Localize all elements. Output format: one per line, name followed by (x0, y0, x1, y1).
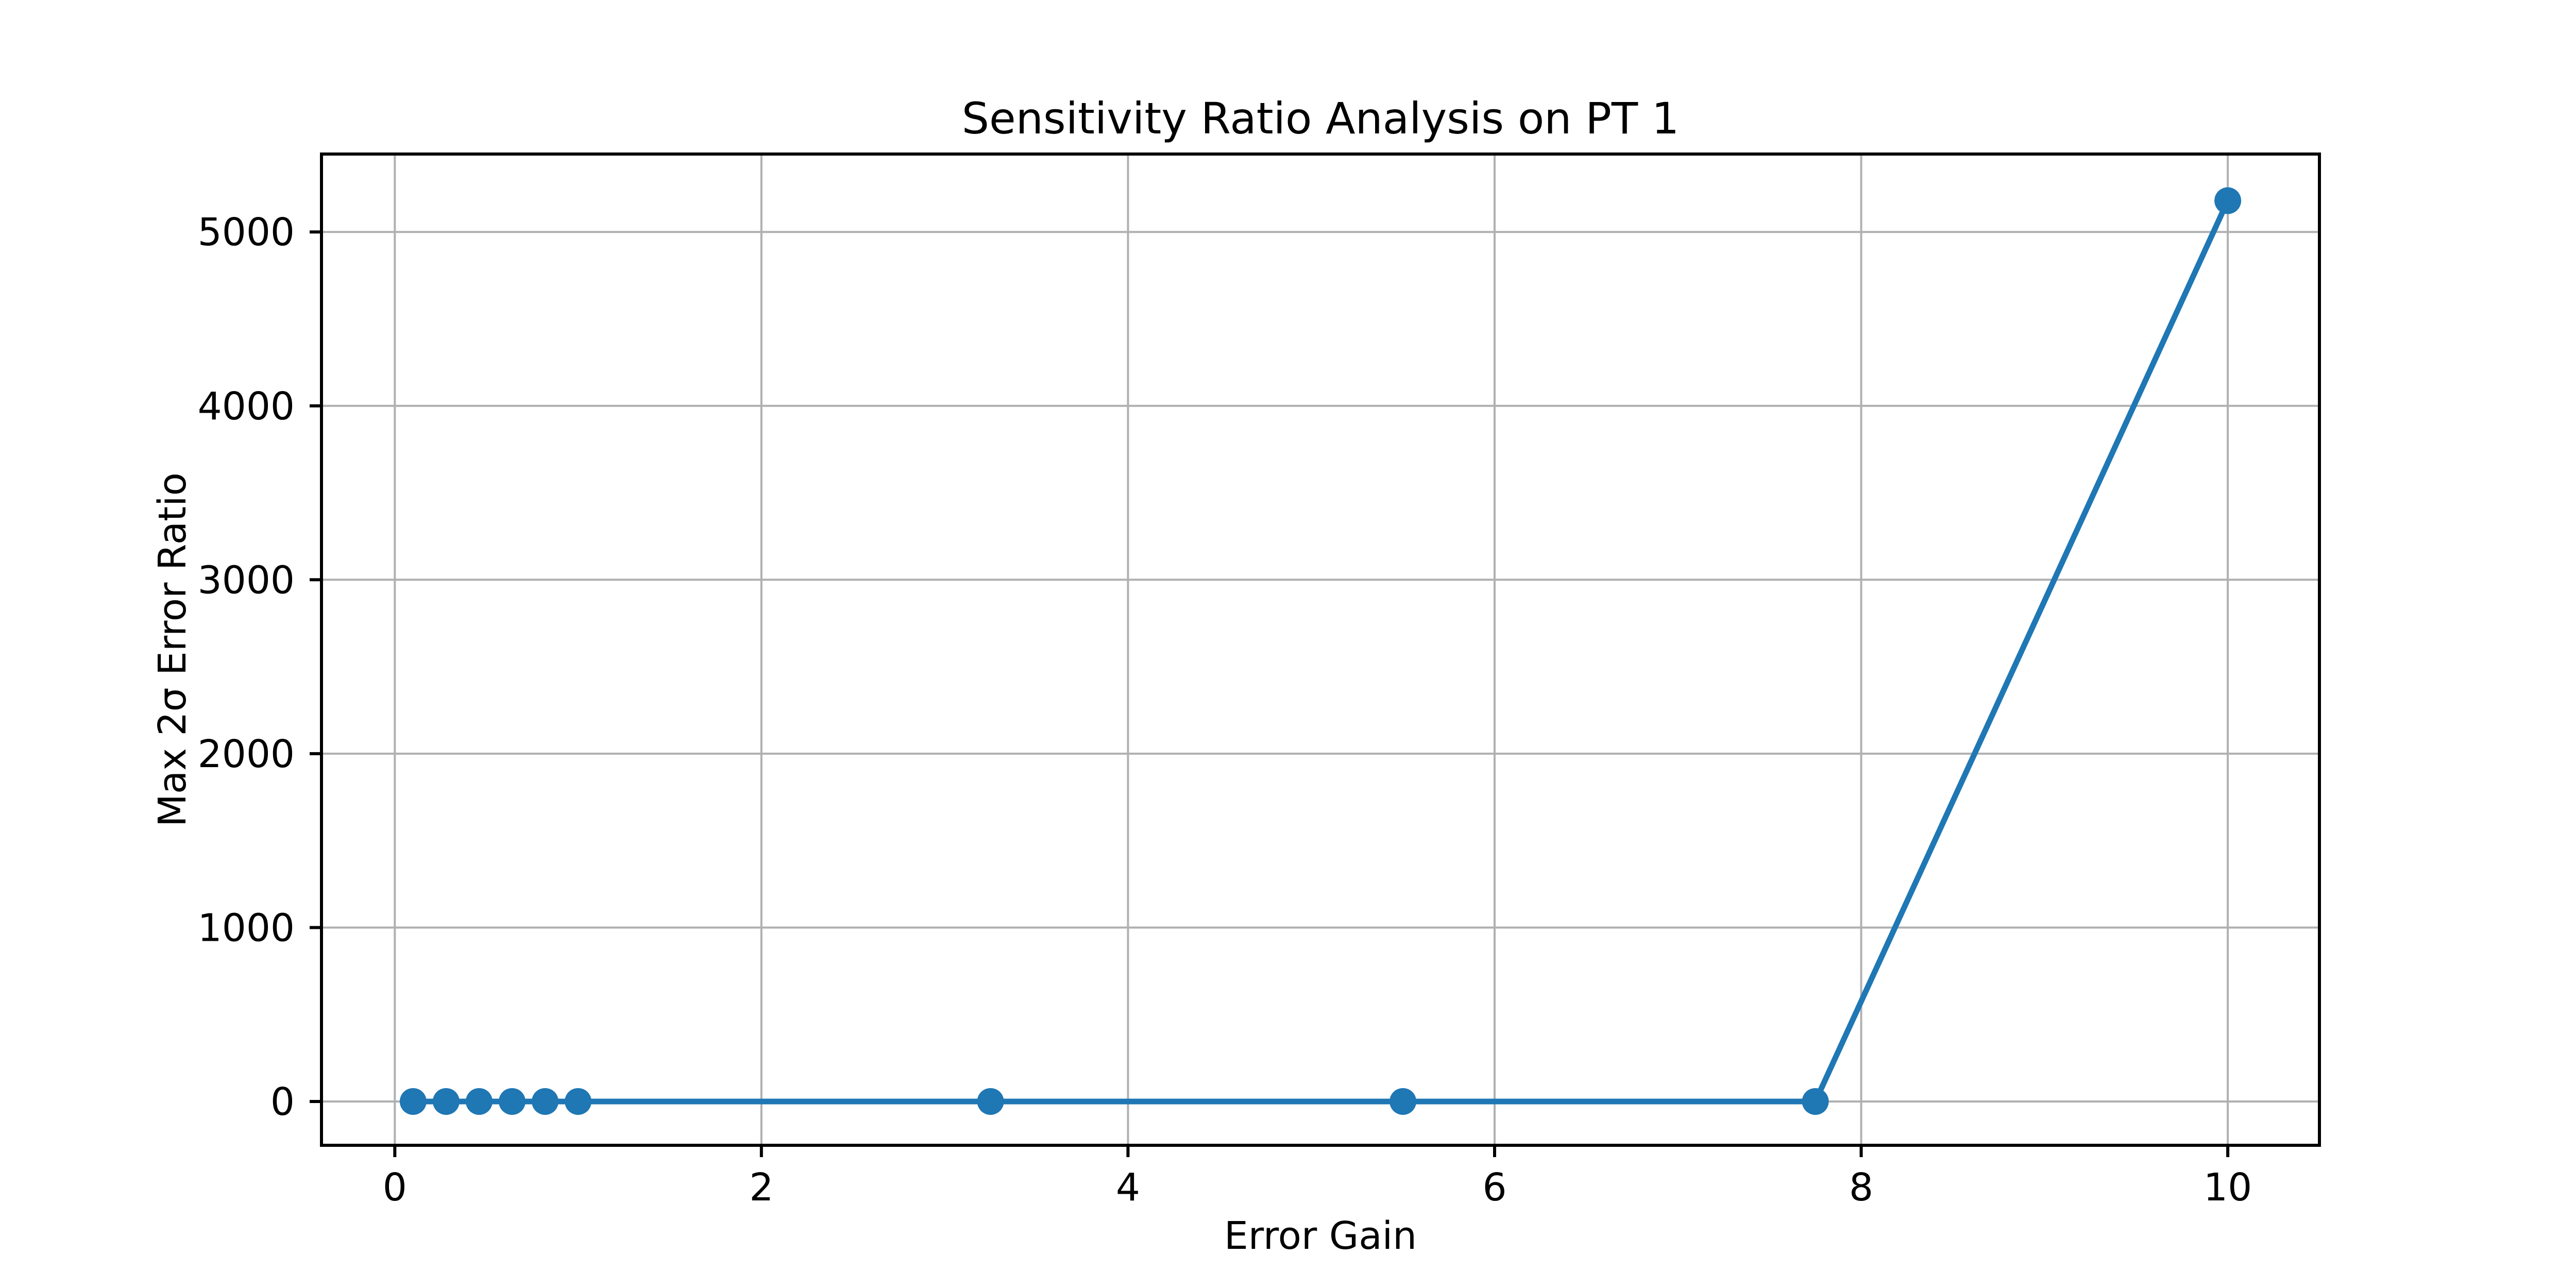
y-tick-label: 5000 (198, 210, 295, 255)
y-tick-label: 0 (270, 1080, 295, 1124)
data-point (565, 1088, 592, 1115)
x-tick-label: 4 (1116, 1165, 1140, 1210)
data-point (977, 1088, 1004, 1115)
data-point (1389, 1088, 1417, 1115)
y-tick-label: 2000 (198, 732, 295, 776)
axes-frame (320, 152, 2321, 1147)
y-tick-label: 1000 (198, 906, 295, 950)
x-tick-label: 0 (383, 1165, 407, 1210)
chart-title: Sensitivity Ratio Analysis on PT 1 (961, 93, 1680, 144)
data-point (499, 1088, 526, 1115)
data-point (465, 1088, 493, 1115)
data-point (432, 1088, 460, 1115)
x-tick-label: 2 (749, 1165, 773, 1210)
data-point (399, 1088, 427, 1115)
data-point (2214, 187, 2242, 214)
y-tick-label: 4000 (198, 384, 295, 429)
x-tick-label: 10 (2204, 1165, 2252, 1210)
x-tick-label: 6 (1482, 1165, 1506, 1210)
data-point (532, 1088, 559, 1115)
y-axis-label: Max 2σ Error Ratio (150, 472, 195, 827)
data-point (1802, 1088, 1829, 1115)
x-axis-label: Error Gain (1224, 1214, 1417, 1258)
data-line (413, 199, 2231, 1105)
x-tick-label: 8 (1849, 1165, 1873, 1210)
y-tick-label: 3000 (198, 558, 295, 602)
